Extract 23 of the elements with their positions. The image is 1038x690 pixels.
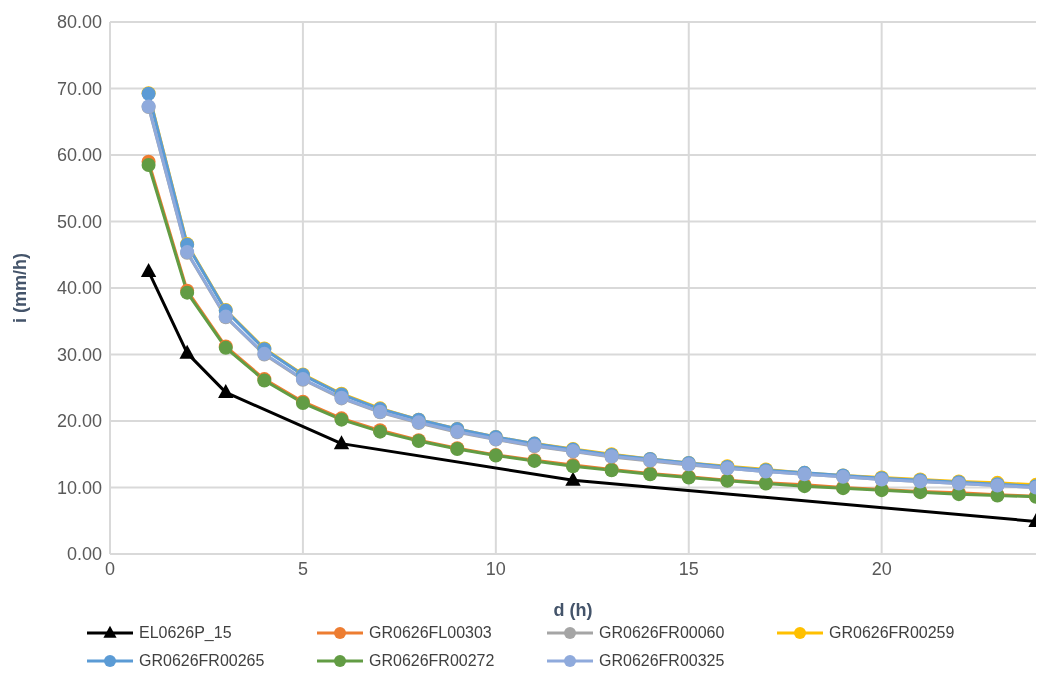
legend-label: EL0626P_15 [139, 624, 232, 642]
y-tick-label: 30.00 [56, 344, 102, 365]
legend-label: GR0626FR00272 [369, 652, 495, 670]
x-tick-label: 20 [871, 558, 892, 579]
x-tick-label: 15 [678, 558, 699, 579]
legend-label: GR0626FL00303 [369, 624, 492, 642]
y-tick-label: 0.00 [66, 544, 102, 565]
legend-label: GR0626FR00259 [829, 624, 955, 642]
y-axis-title: i (mm/h) [10, 253, 31, 323]
y-tick-label: 40.00 [56, 278, 102, 299]
legend-label: GR0626FR00325 [599, 652, 725, 670]
y-tick-label: 10.00 [56, 477, 102, 498]
y-tick-label: 70.00 [56, 78, 102, 99]
legend-label: GR0626FR00265 [139, 652, 265, 670]
x-tick-label: 5 [297, 558, 308, 579]
y-tick-label: 60.00 [56, 145, 102, 166]
x-axis-title: d (h) [553, 600, 593, 620]
legend-label: GR0626FR00060 [599, 624, 725, 642]
x-tick-label: 10 [485, 558, 506, 579]
y-tick-label: 20.00 [56, 411, 102, 432]
y-tick-label: 80.00 [56, 12, 102, 33]
y-tick-label: 50.00 [56, 211, 102, 232]
x-tick-label: 0 [104, 558, 116, 579]
